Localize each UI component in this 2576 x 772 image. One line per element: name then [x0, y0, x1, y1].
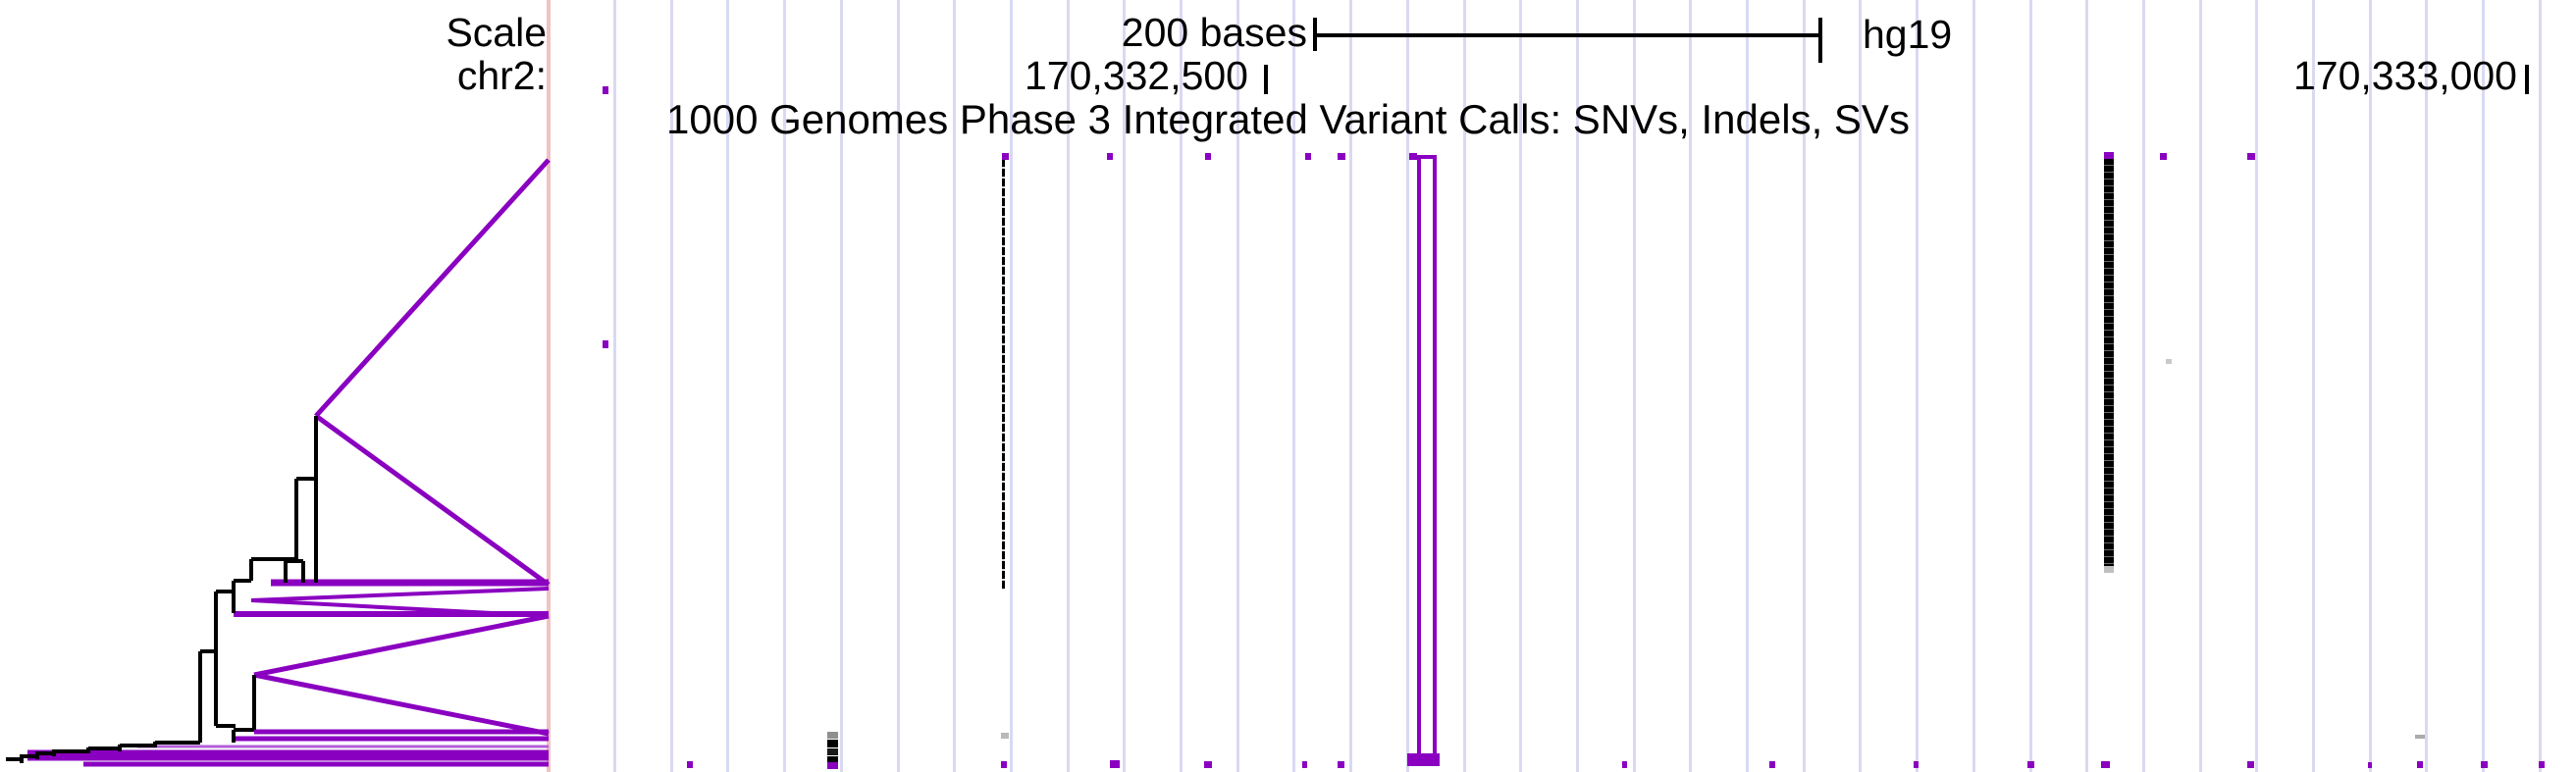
variant-mark[interactable] [2368, 762, 2372, 768]
variant-column[interactable] [2104, 159, 2114, 566]
variant-mark[interactable] [1409, 153, 1417, 160]
variant-mark[interactable] [1110, 760, 1120, 768]
grid-line [1746, 0, 1749, 772]
grid-line [1292, 0, 1296, 772]
grid-line [2198, 0, 2202, 772]
grid-line [839, 0, 843, 772]
grid-line [2482, 0, 2486, 772]
grid-line [2141, 0, 2145, 772]
grid-line [2538, 0, 2542, 772]
haplotype-leaf-line [253, 672, 550, 737]
variant-mark[interactable] [827, 756, 838, 762]
variant-mark[interactable] [1204, 761, 1212, 768]
variant-mark[interactable] [1205, 153, 1211, 160]
haplotype-leaf-line [314, 158, 551, 418]
grid-line [1916, 0, 1919, 772]
scale-label: Scale [446, 10, 547, 55]
variant-mark[interactable] [1769, 761, 1775, 768]
variant-mark[interactable] [1338, 153, 1345, 160]
grid-line [1349, 0, 1353, 772]
tree-boundary-line [547, 0, 551, 772]
variant-mark[interactable] [2539, 761, 2545, 768]
variant-mark[interactable] [1002, 153, 1009, 160]
sv-box-top-edge[interactable] [1417, 155, 1437, 159]
assembly-label: hg19 [1863, 12, 1953, 57]
grid-line [726, 0, 730, 772]
variant-mark[interactable] [2415, 735, 2425, 739]
grid-line [1235, 0, 1239, 772]
variant-mark[interactable] [1001, 761, 1007, 768]
scale-bar-left-tick [1313, 18, 1317, 51]
track-title: 1000 Genomes Phase 3 Integrated Variant … [666, 96, 1910, 142]
grid-line [613, 0, 616, 772]
scale-bar-line [1315, 33, 1820, 37]
grid-line [1405, 0, 1409, 772]
variant-mark[interactable] [1302, 761, 1307, 768]
sv-box-right-edge[interactable] [1433, 155, 1437, 757]
variant-mark[interactable] [1338, 761, 1344, 768]
grid-line [1632, 0, 1636, 772]
grid-line [1123, 0, 1127, 772]
variant-mark[interactable] [1622, 761, 1627, 768]
variant-mark[interactable] [2247, 153, 2255, 160]
sv-box-left-edge[interactable] [1417, 155, 1421, 757]
grid-line [1462, 0, 1466, 772]
grid-line [2085, 0, 2089, 772]
variant-mark[interactable] [603, 340, 608, 348]
grid-line [1009, 0, 1013, 772]
grid-line [1519, 0, 1523, 772]
grid-line [1971, 0, 1975, 772]
variant-mark[interactable] [1914, 761, 1919, 768]
grid-line [669, 0, 673, 772]
sv-box-bottom-blob[interactable] [1407, 753, 1440, 766]
grid-line [783, 0, 787, 772]
variant-mark[interactable] [1107, 153, 1113, 160]
grid-line [2312, 0, 2315, 772]
right-coordinate-label: 170,333,000 [2292, 53, 2517, 98]
variant-mark[interactable] [2247, 761, 2254, 768]
coordinate-tick [2525, 65, 2529, 94]
variant-mark[interactable] [2160, 153, 2167, 160]
haplotype-leaf-line [253, 613, 550, 678]
scale-bar-label: 200 bases [1121, 10, 1307, 55]
grid-line [1859, 0, 1863, 772]
grid-line [1180, 0, 1183, 772]
variant-column-cap [2104, 566, 2114, 573]
variant-mark[interactable] [827, 748, 838, 755]
variant-mark[interactable] [1001, 733, 1009, 739]
grid-line [2425, 0, 2429, 772]
variant-mark[interactable] [2104, 152, 2114, 159]
variant-mark[interactable] [2027, 761, 2034, 768]
scale-bar-right-tick [1818, 18, 1822, 63]
grid-line [2255, 0, 2259, 772]
coordinate-tick [1264, 65, 1268, 94]
variant-mark[interactable] [603, 86, 608, 94]
variant-mark[interactable] [827, 732, 838, 739]
haplotype-leaf-line [314, 413, 551, 588]
variant-mark[interactable] [687, 761, 693, 768]
variant-mark[interactable] [2166, 359, 2172, 364]
chromosome-label: chr2: [456, 53, 547, 98]
grid-line [1066, 0, 1070, 772]
grid-line [1575, 0, 1579, 772]
variant-mark[interactable] [2101, 761, 2110, 768]
grid-line [953, 0, 957, 772]
variant-mark[interactable] [827, 740, 838, 747]
variant-mark[interactable] [2417, 761, 2423, 768]
variant-mark[interactable] [1305, 153, 1311, 160]
grid-line [896, 0, 900, 772]
grid-line [2028, 0, 2032, 772]
variant-mark[interactable] [827, 762, 838, 769]
grid-line [2368, 0, 2372, 772]
variant-column[interactable] [1002, 159, 1005, 590]
variant-mark[interactable] [2481, 761, 2488, 768]
left-coordinate-label: 170,332,500 [1024, 53, 1248, 98]
grid-line [1689, 0, 1693, 772]
haplotype-leaf-line [250, 587, 550, 602]
grid-line [1802, 0, 1806, 772]
